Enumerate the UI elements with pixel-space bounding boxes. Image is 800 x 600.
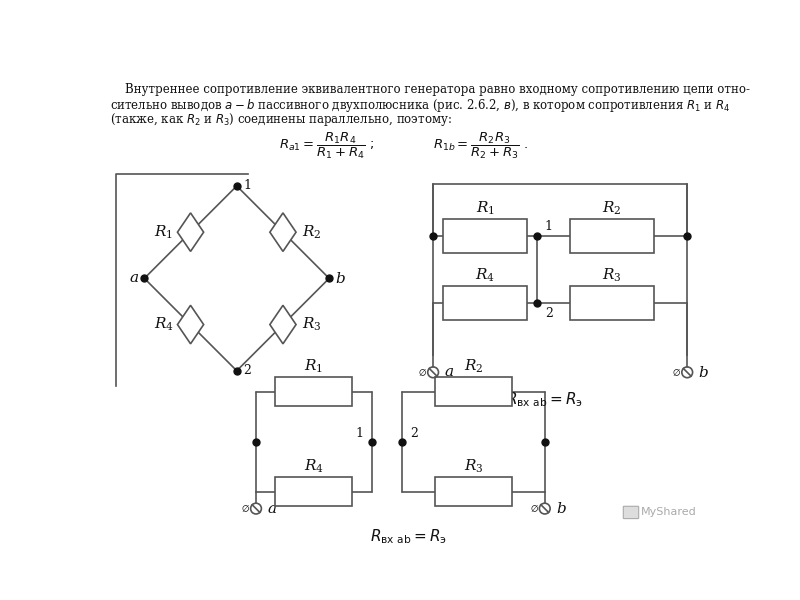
Text: $a$: $a$ — [444, 365, 454, 379]
Text: $R_3$: $R_3$ — [302, 316, 322, 333]
Text: $b$: $b$ — [698, 365, 709, 380]
Text: $\emptyset$: $\emptyset$ — [672, 367, 681, 377]
Text: 2: 2 — [545, 307, 553, 320]
Text: $R_4$: $R_4$ — [154, 316, 174, 333]
Bar — [435, 477, 512, 506]
Text: сительно выводов $a - b$ пассивного двухполюсника (рис. 2.6.2, $в$), в котором с: сительно выводов $a - b$ пассивного двух… — [110, 97, 730, 113]
Bar — [442, 286, 527, 320]
Text: $R_2$: $R_2$ — [464, 358, 483, 375]
Bar — [435, 377, 512, 406]
Bar — [570, 286, 654, 320]
Bar — [442, 219, 527, 253]
Text: 2: 2 — [410, 427, 418, 440]
Polygon shape — [270, 213, 296, 251]
Text: $R_3$: $R_3$ — [602, 266, 622, 284]
Text: $в$: $в$ — [298, 383, 306, 397]
Text: $R_4$: $R_4$ — [304, 458, 324, 475]
Bar — [570, 219, 654, 253]
Text: MyShared: MyShared — [641, 507, 697, 517]
Text: $R_{1b} = \dfrac{R_2 R_3}{R_2 + R_3}\ .$: $R_{1b} = \dfrac{R_2 R_3}{R_2 + R_3}\ .$ — [433, 131, 529, 161]
Text: $R_{\text{вх ab}} = R_\text{э}$: $R_{\text{вх ab}} = R_\text{э}$ — [370, 527, 446, 546]
Text: $R_1$: $R_1$ — [304, 358, 323, 375]
Text: 2: 2 — [243, 364, 251, 377]
Polygon shape — [178, 305, 204, 344]
Text: $R_{\text{вх ab}} = R_\text{э}$: $R_{\text{вх ab}} = R_\text{э}$ — [506, 391, 583, 409]
Text: 1: 1 — [243, 179, 251, 193]
Text: $R_1$: $R_1$ — [154, 223, 173, 241]
Text: $a$: $a$ — [266, 502, 277, 515]
Polygon shape — [270, 305, 296, 344]
Text: $R_4$: $R_4$ — [475, 266, 495, 284]
Text: $\emptyset$: $\emptyset$ — [418, 367, 427, 377]
Bar — [275, 477, 352, 506]
Bar — [275, 377, 352, 406]
Text: $R_3$: $R_3$ — [464, 458, 483, 475]
Text: $\emptyset$: $\emptyset$ — [530, 503, 538, 514]
Text: Внутреннее сопротивление эквивалентного генератора равно входному сопротивлению : Внутреннее сопротивление эквивалентного … — [110, 83, 750, 96]
Text: $R_2$: $R_2$ — [302, 223, 322, 241]
Text: $b$: $b$ — [334, 271, 346, 286]
Text: 1: 1 — [356, 427, 364, 440]
Text: (также, как $R_2$ и $R_3$) соединены параллельно, поэтому:: (также, как $R_2$ и $R_3$) соединены пар… — [110, 110, 452, 127]
Text: $R_2$: $R_2$ — [602, 200, 622, 217]
Text: $R_1$: $R_1$ — [475, 200, 494, 217]
FancyBboxPatch shape — [623, 506, 638, 518]
Text: $R_{a1} = \dfrac{R_1 R_4}{R_1 + R_4}\ ;$: $R_{a1} = \dfrac{R_1 R_4}{R_1 + R_4}\ ;$ — [279, 131, 374, 161]
Text: $b$: $b$ — [555, 501, 566, 516]
Text: $\emptyset$: $\emptyset$ — [241, 503, 250, 514]
Text: 1: 1 — [545, 220, 553, 233]
Polygon shape — [178, 213, 204, 251]
Text: $a$: $a$ — [129, 271, 138, 286]
